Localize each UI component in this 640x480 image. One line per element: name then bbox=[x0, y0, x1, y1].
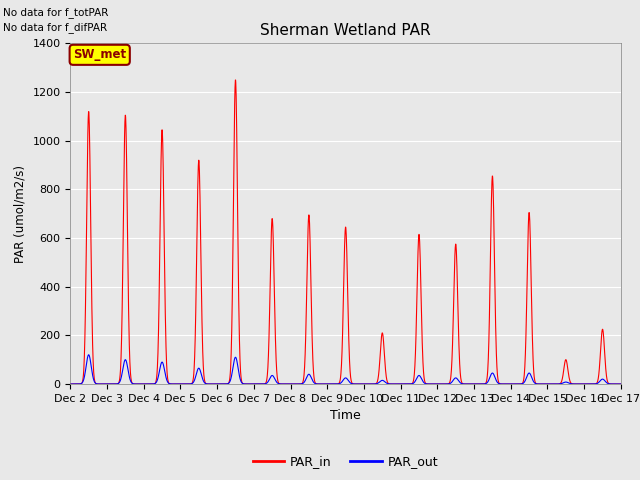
Y-axis label: PAR (umol/m2/s): PAR (umol/m2/s) bbox=[14, 165, 27, 263]
Title: Sherman Wetland PAR: Sherman Wetland PAR bbox=[260, 23, 431, 38]
Legend: PAR_in, PAR_out: PAR_in, PAR_out bbox=[248, 450, 444, 473]
Text: No data for f_totPAR: No data for f_totPAR bbox=[3, 7, 109, 18]
X-axis label: Time: Time bbox=[330, 409, 361, 422]
Text: No data for f_difPAR: No data for f_difPAR bbox=[3, 22, 108, 33]
Text: SW_met: SW_met bbox=[73, 48, 126, 61]
